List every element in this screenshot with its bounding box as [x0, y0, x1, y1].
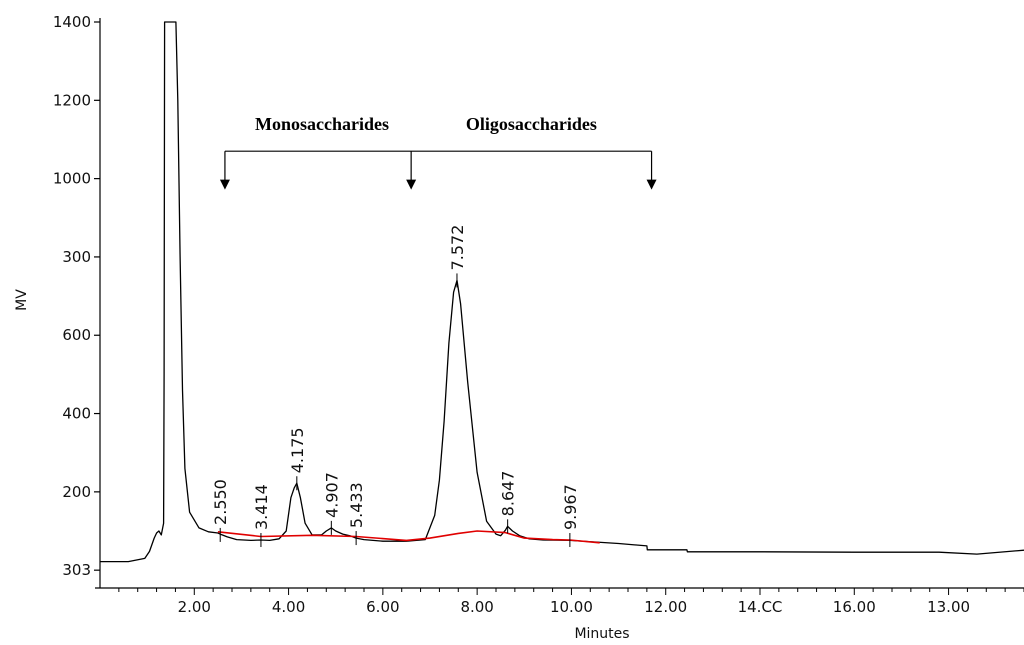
monosaccharides-label: Monosaccharides	[255, 114, 389, 134]
peak-label: 3.414	[252, 484, 271, 530]
signal-trace	[100, 21, 1024, 563]
peak-label: 9.967	[561, 484, 580, 530]
y-axis-ticks: 303 200 400 600 300 1000 1200 1400	[53, 13, 100, 579]
peak-label: 4.907	[322, 472, 341, 518]
x-tick-label: 4.00	[272, 598, 305, 616]
y-tick-label: 1200	[53, 91, 91, 109]
x-tick-label: 13.00	[927, 598, 970, 616]
x-tick-label: 10.00	[550, 598, 593, 616]
x-axis-ticks: 2.00 4.00 6.00 8.00 10.00 12.00 14.CC 16.00 13.0…	[118, 588, 1024, 616]
peak-label: 8.647	[499, 471, 518, 517]
peak-label: 7.572	[448, 225, 467, 271]
arrow-down-icon	[646, 179, 657, 190]
baseline-trace	[217, 530, 600, 544]
peak-label: 2.550	[211, 479, 230, 525]
oligosaccharides-label: Oligosaccharides	[466, 114, 597, 134]
y-tick-label: 600	[62, 326, 91, 344]
x-tick-label: 12.00	[644, 598, 687, 616]
y-tick-label: 303	[62, 561, 91, 579]
arrow-down-icon	[219, 179, 230, 190]
y-axis-title: MV	[14, 289, 30, 311]
peak-markers: 2.550 3.414 4.175 4.907 5.433 7.572 8.647 9.967	[211, 225, 580, 548]
x-tick-label: 6.00	[366, 598, 399, 616]
peak-label: 4.175	[288, 427, 307, 473]
peak-label: 5.433	[347, 482, 366, 528]
y-tick-label: 300	[62, 248, 91, 266]
series-layer	[100, 21, 1024, 563]
x-tick-label: 2.00	[178, 598, 211, 616]
x-tick-label: 16.00	[833, 598, 876, 616]
x-tick-label: 8.00	[460, 598, 493, 616]
y-tick-label: 1400	[53, 13, 91, 31]
x-axis-title: Minutes	[574, 626, 629, 642]
y-tick-label: 1000	[53, 170, 91, 188]
y-tick-label: 400	[62, 405, 91, 423]
region-annotations: Monosaccharides Oligosaccharides	[219, 114, 657, 190]
arrow-down-icon	[406, 179, 417, 190]
x-tick-label: 14.CC	[738, 598, 783, 616]
y-tick-label: 200	[62, 483, 91, 501]
